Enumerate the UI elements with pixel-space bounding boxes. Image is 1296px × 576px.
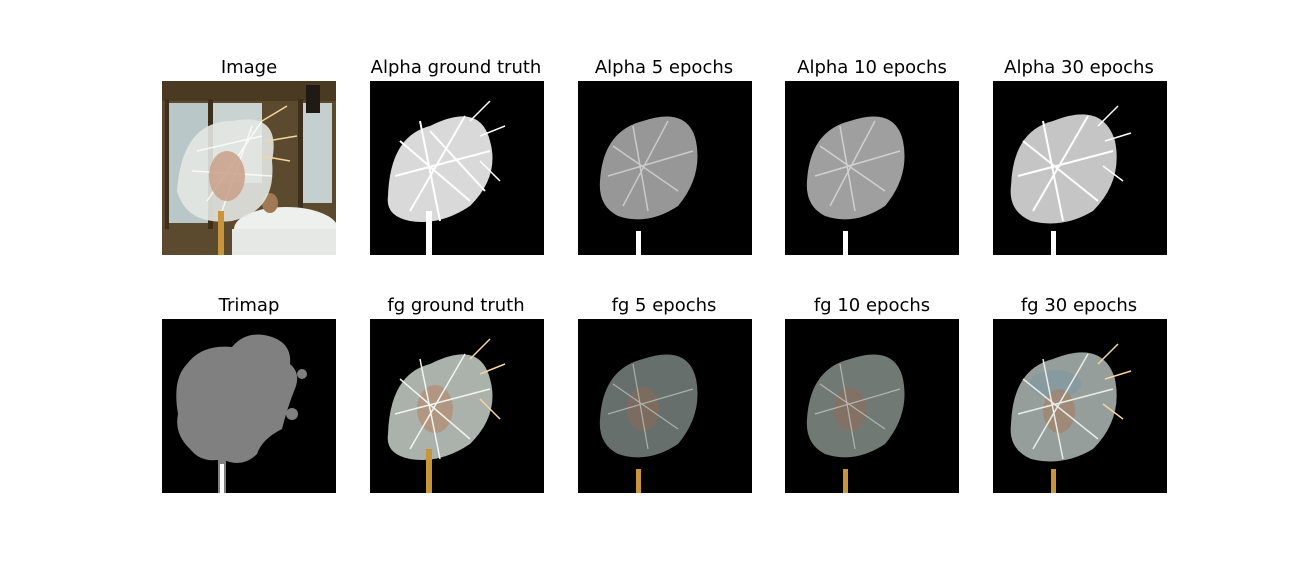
panel-title-fg-gt: fg ground truth bbox=[387, 295, 525, 316]
fg-30-image bbox=[993, 319, 1167, 493]
trimap-image bbox=[162, 319, 336, 493]
alpha-30-image bbox=[993, 81, 1167, 255]
trimap-panel bbox=[162, 319, 336, 493]
panel-title-alpha-5: Alpha 5 epochs bbox=[594, 57, 734, 78]
alpha-ground-truth-panel bbox=[370, 81, 544, 255]
fg-gt-image bbox=[370, 319, 544, 493]
image-panel bbox=[162, 81, 336, 255]
fg-5-image bbox=[578, 319, 752, 493]
alpha-5-image bbox=[578, 81, 752, 255]
fg-30-epochs-panel bbox=[993, 319, 1167, 493]
panel-title-alpha-30: Alpha 30 epochs bbox=[1004, 57, 1154, 78]
alpha-10-epochs-panel bbox=[785, 81, 959, 255]
fg-10-image bbox=[785, 319, 959, 493]
panel-title-alpha-10: Alpha 10 epochs bbox=[797, 57, 947, 78]
panel-title-fg-10: fg 10 epochs bbox=[813, 295, 931, 316]
panel-title-fg-30: fg 30 epochs bbox=[1020, 295, 1138, 316]
panel-title-image: Image bbox=[220, 57, 278, 78]
fg-ground-truth-panel bbox=[370, 319, 544, 493]
alpha-10-image bbox=[785, 81, 959, 255]
panel-title-fg-5: fg 5 epochs bbox=[611, 295, 717, 316]
alpha-gt-image bbox=[370, 81, 544, 255]
alpha-30-epochs-panel bbox=[993, 81, 1167, 255]
fg-5-epochs-panel bbox=[578, 319, 752, 493]
alpha-5-epochs-panel bbox=[578, 81, 752, 255]
scene-image bbox=[162, 81, 336, 255]
fg-10-epochs-panel bbox=[785, 319, 959, 493]
panel-title-alpha-gt: Alpha ground truth bbox=[370, 57, 542, 78]
panel-title-trimap: Trimap bbox=[218, 295, 280, 316]
